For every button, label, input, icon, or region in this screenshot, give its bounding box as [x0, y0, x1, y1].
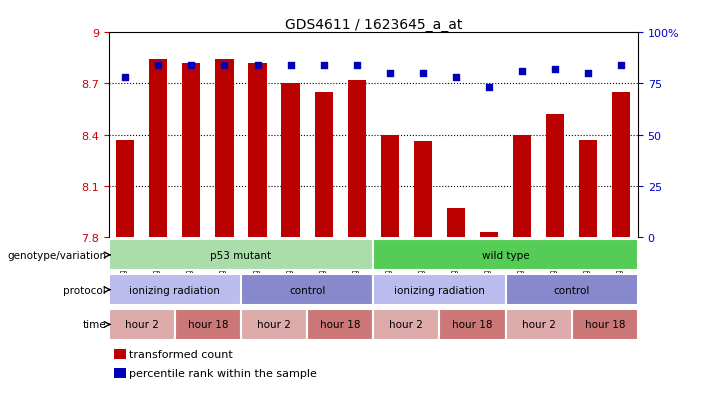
Point	[318, 62, 329, 69]
Text: p53 mutant: p53 mutant	[210, 250, 271, 260]
Point	[550, 66, 561, 73]
Point	[351, 62, 362, 69]
Text: hour 2: hour 2	[390, 320, 423, 330]
Bar	[315, 93, 333, 237]
Bar	[513, 135, 531, 237]
Bar	[114, 349, 125, 359]
Bar	[175, 309, 241, 340]
Text: transformed count: transformed count	[129, 349, 233, 359]
Point	[120, 75, 131, 81]
Text: hour 2: hour 2	[125, 320, 158, 330]
Text: genotype/variation: genotype/variation	[7, 250, 106, 260]
Bar	[546, 115, 564, 237]
Point	[417, 71, 428, 77]
Text: hour 2: hour 2	[522, 320, 556, 330]
Text: ionizing radiation: ionizing radiation	[394, 285, 485, 295]
Bar	[114, 368, 125, 378]
Bar	[116, 140, 135, 237]
Point	[615, 62, 627, 69]
Text: hour 18: hour 18	[320, 320, 360, 330]
Bar	[182, 64, 200, 237]
Text: hour 2: hour 2	[257, 320, 291, 330]
Bar	[248, 64, 266, 237]
Point	[252, 62, 263, 69]
Bar	[215, 60, 233, 237]
Text: percentile rank within the sample: percentile rank within the sample	[129, 368, 317, 378]
Title: GDS4611 / 1623645_a_at: GDS4611 / 1623645_a_at	[285, 18, 462, 32]
Text: protocol: protocol	[63, 285, 106, 295]
Bar	[414, 142, 432, 237]
Point	[517, 69, 528, 75]
Bar	[381, 135, 399, 237]
Bar	[241, 274, 374, 306]
Point	[450, 75, 461, 81]
Text: hour 18: hour 18	[452, 320, 493, 330]
Text: control: control	[554, 285, 590, 295]
Bar	[579, 140, 597, 237]
Bar	[374, 309, 440, 340]
Bar	[307, 309, 374, 340]
Bar	[480, 233, 498, 237]
Point	[384, 71, 395, 77]
Bar	[505, 309, 572, 340]
Bar	[572, 309, 638, 340]
Bar	[348, 81, 366, 237]
Bar	[109, 274, 241, 306]
Point	[583, 71, 594, 77]
Bar	[241, 309, 307, 340]
Point	[484, 85, 495, 92]
Point	[219, 62, 230, 69]
Text: wild type: wild type	[482, 250, 529, 260]
Text: time: time	[83, 320, 106, 330]
Text: control: control	[289, 285, 325, 295]
Point	[285, 62, 297, 69]
Text: hour 18: hour 18	[585, 320, 625, 330]
Bar	[440, 309, 505, 340]
Bar	[612, 93, 630, 237]
Point	[186, 62, 197, 69]
Bar	[505, 274, 638, 306]
Text: hour 18: hour 18	[188, 320, 228, 330]
Point	[153, 62, 164, 69]
Bar	[109, 309, 175, 340]
Text: ionizing radiation: ionizing radiation	[130, 285, 220, 295]
Bar	[447, 209, 465, 237]
Bar	[149, 60, 168, 237]
Bar	[282, 84, 300, 237]
Bar	[374, 240, 638, 271]
Bar	[374, 274, 505, 306]
Bar	[109, 240, 374, 271]
